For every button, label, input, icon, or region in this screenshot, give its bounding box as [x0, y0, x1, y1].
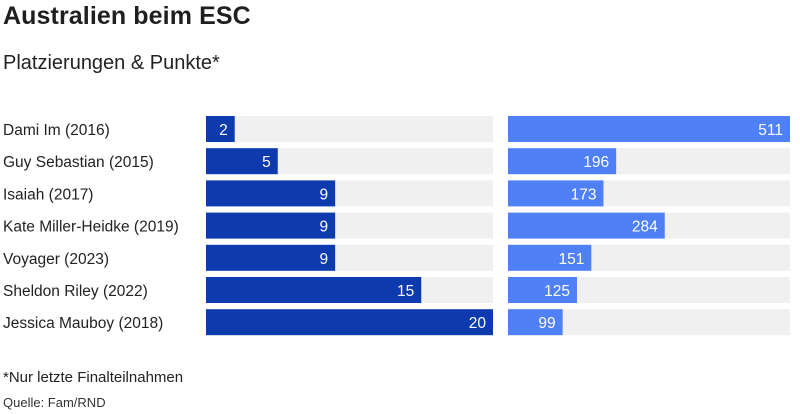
placement-bar — [206, 244, 336, 271]
points-value-label: 196 — [583, 154, 609, 171]
category-label: Voyager (2023) — [3, 251, 109, 268]
points-bar — [508, 180, 604, 207]
points-value-label: 99 — [538, 315, 555, 332]
chart-subtitle: Platzierungen & Punkte* — [3, 52, 220, 74]
points-value-label: 511 — [758, 122, 783, 139]
placement-value-label: 20 — [469, 315, 487, 332]
placement-bar — [206, 309, 493, 336]
points-bar — [508, 212, 665, 239]
points-bar — [508, 148, 617, 175]
placement-bar — [206, 116, 235, 142]
footnote: *Nur letzte Finalteilnahmen — [3, 369, 184, 386]
source-note: Quelle: Fam/RND — [3, 395, 106, 410]
placement-track — [206, 116, 493, 142]
category-label: Guy Sebastian (2015) — [3, 154, 154, 171]
category-label: Isaiah (2017) — [3, 186, 93, 203]
placement-value-label: 2 — [219, 122, 228, 139]
placement-value-label: 9 — [320, 219, 329, 236]
points-bar — [508, 244, 592, 271]
placement-value-label: 5 — [262, 154, 271, 171]
category-label: Sheldon Riley (2022) — [3, 283, 148, 300]
placement-value-label: 9 — [320, 186, 329, 203]
placement-bar — [206, 180, 336, 207]
points-bar — [508, 277, 577, 303]
chart-title: Australien beim ESC — [3, 2, 251, 30]
points-value-label: 125 — [544, 283, 570, 300]
category-label: Kate Miller-Heidke (2019) — [3, 219, 179, 236]
points-value-label: 151 — [558, 251, 584, 268]
category-label: Jessica Mauboy (2018) — [3, 315, 163, 332]
points-value-label: 284 — [632, 219, 658, 236]
points-value-label: 173 — [571, 186, 597, 203]
points-bar — [508, 309, 563, 336]
placement-value-label: 9 — [320, 251, 329, 268]
placement-bar — [206, 212, 336, 239]
placement-bar — [206, 277, 422, 303]
placement-value-label: 15 — [397, 283, 414, 300]
placement-bar — [206, 148, 278, 175]
points-bar — [508, 116, 790, 142]
category-label: Dami Im (2016) — [3, 122, 110, 139]
